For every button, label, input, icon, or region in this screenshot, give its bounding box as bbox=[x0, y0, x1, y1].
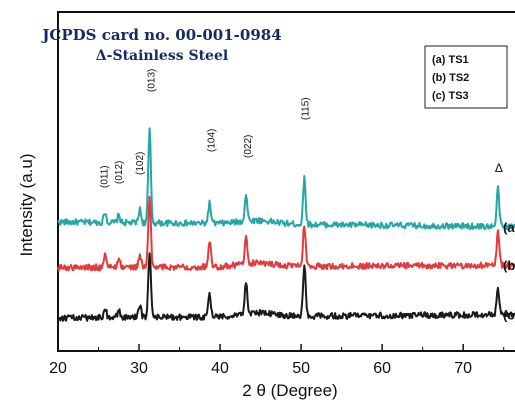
x-tick-label: 40 bbox=[211, 360, 229, 377]
legend-entry: (c) TS3 bbox=[432, 90, 469, 102]
series-label: (b) bbox=[503, 258, 515, 273]
peak-label: (011) bbox=[99, 165, 110, 188]
chart-subtitle: Δ-Stainless Steel bbox=[96, 48, 228, 64]
y-axis-label: Intensity (a.u) bbox=[17, 154, 36, 257]
peak-label: (115) bbox=[300, 97, 311, 120]
x-tick-label: 60 bbox=[373, 360, 391, 377]
x-tick-label: 20 bbox=[49, 360, 67, 377]
peak-annotations: (011) (012) (102) (013) (104) (022) (115) Δ bbox=[99, 69, 502, 188]
series-line bbox=[57, 195, 515, 272]
legend-entry: (b) TS2 bbox=[432, 72, 469, 84]
series-layer: (a) (b) (c) bbox=[57, 127, 515, 322]
legend-entry: (a) TS1 bbox=[432, 54, 469, 66]
peak-label: (012) bbox=[114, 161, 125, 184]
series-line bbox=[57, 127, 515, 231]
x-axis-ticks: 20 30 40 50 60 70 bbox=[49, 344, 505, 377]
peak-label: (022) bbox=[243, 135, 254, 158]
peak-label: (102) bbox=[135, 152, 146, 175]
legend-box bbox=[424, 45, 508, 109]
x-axis-label: 2 θ (Degree) bbox=[242, 381, 337, 400]
x-tick-label: 70 bbox=[454, 360, 472, 377]
series-label: (c) bbox=[503, 307, 515, 322]
series-line bbox=[57, 252, 515, 322]
series-label: (a) bbox=[503, 220, 515, 235]
chart-title: JCPDS card no. 00-001-0984 bbox=[40, 26, 281, 44]
plot-frame bbox=[57, 11, 515, 352]
peak-label: Δ bbox=[495, 161, 503, 175]
peak-label: (013) bbox=[146, 69, 157, 92]
x-tick-label: 30 bbox=[130, 360, 148, 377]
x-tick-label: 50 bbox=[292, 360, 310, 377]
peak-label: (104) bbox=[206, 129, 217, 152]
